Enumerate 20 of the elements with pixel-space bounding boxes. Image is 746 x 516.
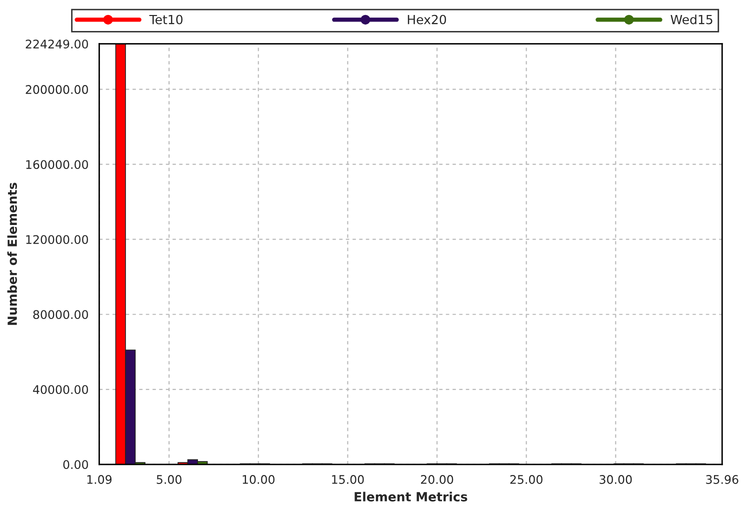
x-tick-label: 1.09 [87, 475, 112, 484]
x-tick-label: 35.96 [706, 475, 738, 484]
legend-label: Tet10 [149, 14, 182, 24]
x-tick-label: 30.00 [600, 475, 632, 484]
y-tick-label: 160000.00 [26, 160, 88, 169]
legend-label: Wed15 [670, 14, 712, 24]
y-tick-label: 120000.00 [26, 235, 88, 244]
x-tick-label: 15.00 [332, 475, 364, 484]
x-tick-label: 25.00 [510, 475, 542, 484]
y-tick-label: 80000.00 [33, 310, 88, 320]
y-tick-label: 200000.00 [26, 85, 88, 94]
x-tick-label: 20.00 [420, 475, 454, 484]
y-tick-label: 40000.00 [33, 385, 88, 394]
legend-label: Hex20 [408, 14, 446, 24]
y-axis-title: Number of Elements [7, 182, 17, 325]
x-axis-title: Element Metrics [354, 492, 468, 502]
y-tick-label: 0.00 [63, 460, 88, 470]
y-tick-label: 224249.00 [26, 40, 88, 49]
x-tick-label: 5.00 [156, 475, 182, 484]
x-tick-label: 10.00 [242, 475, 274, 484]
